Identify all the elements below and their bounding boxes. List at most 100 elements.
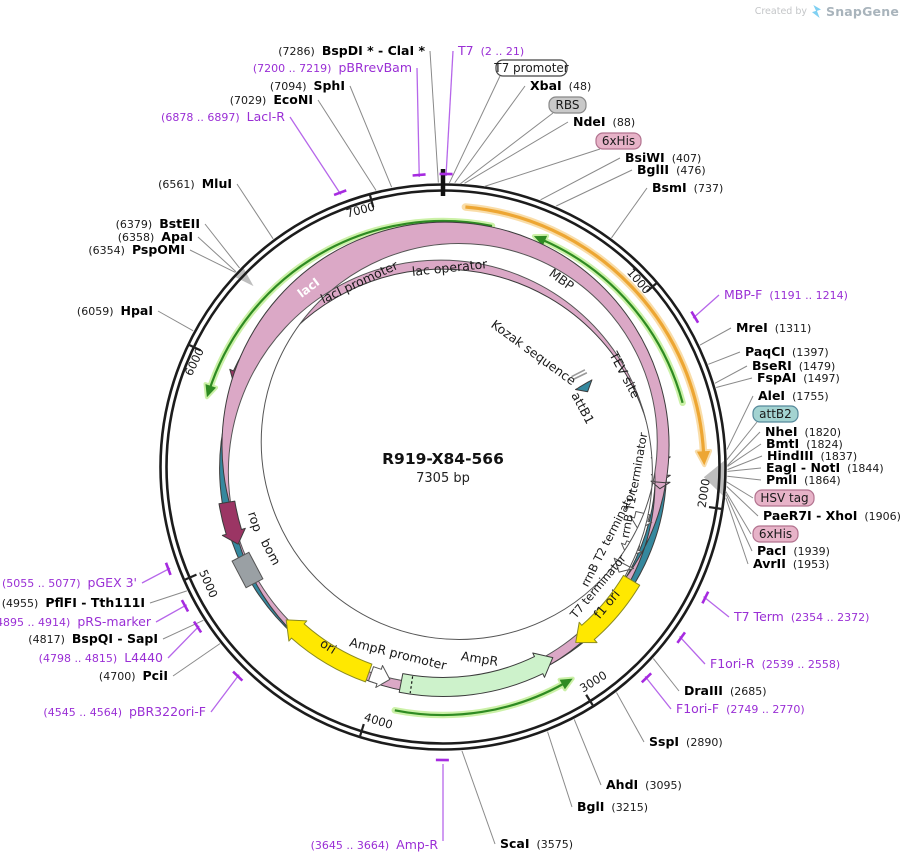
label-text[interactable]: PacI (1939) <box>757 543 830 558</box>
feature-shape[interactable] <box>218 500 246 545</box>
feature-shape[interactable] <box>575 574 641 644</box>
feature-shape[interactable] <box>575 379 593 393</box>
tag-rbs-1[interactable]: RBS <box>459 96 587 185</box>
primer-label-pbr322ori-f[interactable]: (4545 .. 4564) pBR322ori-F <box>43 670 244 719</box>
feature-ampr-promoter-arrow[interactable] <box>368 665 391 688</box>
enzyme-label-pcii[interactable]: (4700) PciI <box>99 643 221 683</box>
primer-label-l4440[interactable]: (4798 .. 4815) L4440 <box>39 620 203 665</box>
tag-attb2-3[interactable]: attB2 <box>726 405 799 461</box>
tag-box[interactable] <box>595 132 642 150</box>
enzyme-label-mrei[interactable]: MreI (1311) <box>699 320 811 346</box>
label-text[interactable]: PaeR7I - XhoI (1906) <box>763 508 901 523</box>
label-text[interactable]: PaqCI (1397) <box>745 344 829 359</box>
enzyme-label-bsiwi[interactable]: BsiWI (407) <box>540 150 702 201</box>
label-text[interactable]: HindIII (1837) <box>767 448 857 463</box>
arc-label-kozak-sequence[interactable]: Kozak sequence <box>488 317 579 389</box>
orf-top-right[interactable] <box>531 233 686 407</box>
feature-f1-ori[interactable] <box>575 574 641 644</box>
primer-label-laci-r[interactable]: (6878 .. 6897) LacI-R <box>161 109 347 197</box>
label-text[interactable]: (6878 .. 6897) LacI-R <box>161 109 285 124</box>
enzyme-label-bgli[interactable]: BglI (3215) <box>547 731 648 814</box>
primer-label-t7-term[interactable]: T7 Term (2354 .. 2372) <box>701 591 869 624</box>
feature-t7-terminator-arrow[interactable] <box>227 243 658 685</box>
feature-shape[interactable] <box>398 652 554 697</box>
tag-t7-promoter-0[interactable]: T7 promoter <box>448 59 569 184</box>
enzyme-label-paci[interactable]: PacI (1939) <box>725 494 830 558</box>
feature-ampr[interactable] <box>398 652 554 697</box>
enzyme-label-paqci[interactable]: PaqCI (1397) <box>708 344 829 365</box>
enzyme-label-bseri[interactable]: BseRI (1479) <box>714 358 835 384</box>
enzyme-label-mlui[interactable]: (6561) MluI <box>158 176 274 240</box>
label-text[interactable]: BsmI (737) <box>652 180 723 195</box>
label-text[interactable]: T7 (2 .. 21) <box>457 43 524 58</box>
primer-label-t7[interactable]: T7 (2 .. 21) <box>439 43 525 177</box>
label-text[interactable]: AvrII (1953) <box>753 556 829 571</box>
primer-label-prs-marker[interactable]: (4895 .. 4914)pRS-marker <box>0 599 190 629</box>
label-text[interactable]: NdeI (88) <box>573 114 635 129</box>
label-text[interactable]: (4798 .. 4815) L4440 <box>39 650 163 665</box>
label-text[interactable]: EagI - NotI (1844) <box>766 460 884 475</box>
label-text[interactable]: BmtI (1824) <box>766 436 843 451</box>
enzyme-label-pspomi[interactable]: (6354) PspOMI <box>88 242 236 273</box>
arc-label-ampr[interactable]: AmpR <box>460 648 500 669</box>
enzyme-label-bsteii[interactable]: (6379) BstEII <box>116 216 241 269</box>
feature-shape[interactable] <box>368 665 391 688</box>
label-text[interactable]: DraIII (2685) <box>684 683 767 698</box>
label-text[interactable]: XbaI (48) <box>530 78 591 93</box>
tag-box[interactable] <box>548 96 587 114</box>
feature-shape[interactable] <box>285 619 373 683</box>
enzyme-label-ahdi[interactable]: AhdI (3095) <box>573 719 682 792</box>
label-text[interactable]: MreI (1311) <box>736 320 811 335</box>
primer-label-f1ori-f[interactable]: F1ori-F (2749 .. 2770) <box>640 672 805 716</box>
tag-box[interactable] <box>495 59 568 77</box>
enzyme-label-hpai[interactable]: (6059) HpaI <box>77 303 194 332</box>
label-text[interactable]: (7029) EcoNI <box>230 92 313 107</box>
enzyme-label-draiii[interactable]: DraIII (2685) <box>652 658 767 698</box>
enzyme-label-bspdi-clai[interactable]: (7286) BspDI * - ClaI * <box>278 43 439 183</box>
feature-shape[interactable] <box>227 243 658 685</box>
enzyme-label-xbai[interactable]: XbaI (48) <box>454 78 592 184</box>
enzyme-label-ndei[interactable]: NdeI (88) <box>464 114 636 184</box>
label-text[interactable]: (6354) PspOMI <box>88 242 185 257</box>
enzyme-label-eagi-noti[interactable]: EagI - NotI (1844) <box>727 460 884 475</box>
tag-box[interactable] <box>752 405 799 423</box>
tag-6xhis-2[interactable]: 6xHis <box>484 132 642 188</box>
label-text[interactable]: BsiWI (407) <box>625 150 701 165</box>
label-text[interactable]: (4700) PciI <box>99 668 168 683</box>
label-text[interactable]: AleI (1755) <box>758 388 829 403</box>
tag-box[interactable] <box>754 489 815 507</box>
label-text[interactable]: AhdI (3095) <box>606 777 682 792</box>
label-text[interactable]: (7286) BspDI * - ClaI * <box>278 43 425 58</box>
enzyme-label-hindiii[interactable]: HindIII (1837) <box>727 448 857 471</box>
enzyme-label-pmli[interactable]: PmlI (1864) <box>727 472 841 487</box>
label-text[interactable]: NheI (1820) <box>765 424 841 439</box>
enzyme-label-alei[interactable]: AleI (1755) <box>726 388 829 450</box>
tag-box[interactable] <box>752 525 799 543</box>
primer-label-amp-r[interactable]: (3645 .. 3664) Amp-R <box>311 758 449 852</box>
label-text[interactable]: (5055 .. 5077) pGEX 3' <box>2 575 137 590</box>
label-text[interactable]: MBP-F (1191 .. 1214) <box>724 287 848 302</box>
label-text[interactable]: BseRI (1479) <box>752 358 835 373</box>
tag-hsv-tag-4[interactable]: HSV tag <box>725 481 815 507</box>
label-text[interactable]: (6059) HpaI <box>77 303 153 318</box>
enzyme-label-sspi[interactable]: SspI (2890) <box>616 692 723 749</box>
label-text[interactable]: SspI (2890) <box>649 734 723 749</box>
orf-ampr[interactable] <box>391 676 575 719</box>
feature-ori[interactable] <box>285 619 373 683</box>
orf-mbp-fusion[interactable] <box>461 203 713 468</box>
arc-label-ori[interactable]: ori <box>318 636 340 657</box>
tag-6xhis-5[interactable]: 6xHis <box>725 490 799 543</box>
primer-label-pbrrevbam[interactable]: (7200 .. 7219) pBRrevBam <box>253 60 426 177</box>
label-text[interactable]: BglI (3215) <box>577 799 648 814</box>
label-text[interactable]: (6561) MluI <box>158 176 232 191</box>
label-text[interactable]: (4895 .. 4914)pRS-marker <box>0 614 152 629</box>
feature-attb1-feature[interactable] <box>575 379 593 393</box>
enzyme-label-fspai[interactable]: FspAI (1497) <box>716 370 840 388</box>
label-text[interactable]: (7094) SphI <box>270 78 345 93</box>
enzyme-label-bsmi[interactable]: BsmI (737) <box>611 180 724 239</box>
enzyme-label-bglii[interactable]: BglII (476) <box>556 162 706 207</box>
feature-bom[interactable] <box>231 551 264 589</box>
primer-label-pgex-3[interactable]: (5055 .. 5077) pGEX 3' <box>2 562 172 590</box>
label-text[interactable]: (6358) ApaI <box>118 229 193 244</box>
label-text[interactable]: (4817) BspQI - SapI <box>28 631 158 646</box>
